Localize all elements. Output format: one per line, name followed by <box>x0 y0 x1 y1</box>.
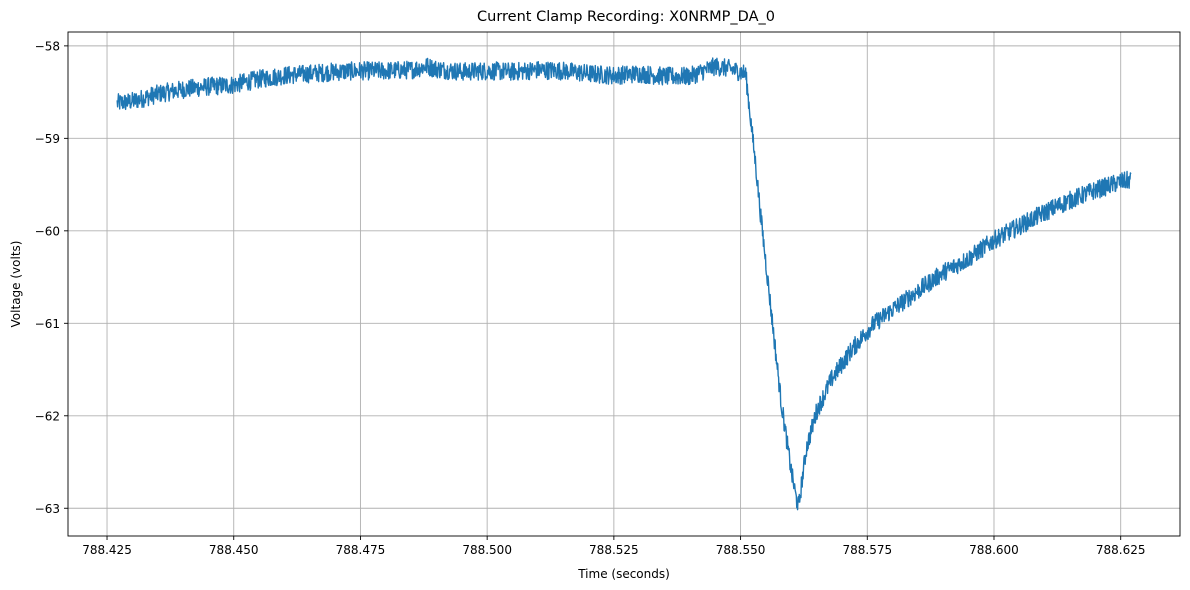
chart-title: Current Clamp Recording: X0NRMP_DA_0 <box>477 9 775 25</box>
y-tick-label: −60 <box>35 224 60 238</box>
y-tick-label: −58 <box>35 39 60 53</box>
y-tick-label: −62 <box>35 409 60 423</box>
x-tick-label: 788.575 <box>842 543 892 557</box>
x-tick-label: 788.450 <box>209 543 259 557</box>
x-tick-label: 788.475 <box>336 543 386 557</box>
x-tick-label: 788.600 <box>969 543 1019 557</box>
x-tick-label: 788.625 <box>1096 543 1146 557</box>
x-tick-label: 788.550 <box>716 543 766 557</box>
grid <box>68 32 1180 536</box>
y-tick-label: −63 <box>35 502 60 516</box>
y-tick-label: −61 <box>35 317 60 331</box>
y-tick-label: −59 <box>35 132 60 146</box>
x-tick-label: 788.500 <box>462 543 512 557</box>
axes-frame <box>67 31 1181 537</box>
series-line <box>116 57 1132 511</box>
y-axis-ticks: −58 −59 −60 −61 −62 −63 <box>35 39 68 516</box>
x-axis-ticks: 788.425 788.450 788.475 788.500 788.525 788.5… <box>82 536 1146 557</box>
x-tick-label: 788.525 <box>589 543 639 557</box>
plot-area <box>116 57 1132 511</box>
y-axis-label: Voltage (volts) <box>9 241 23 328</box>
x-axis-label: Time (seconds) <box>577 567 670 581</box>
x-tick-label: 788.425 <box>82 543 132 557</box>
